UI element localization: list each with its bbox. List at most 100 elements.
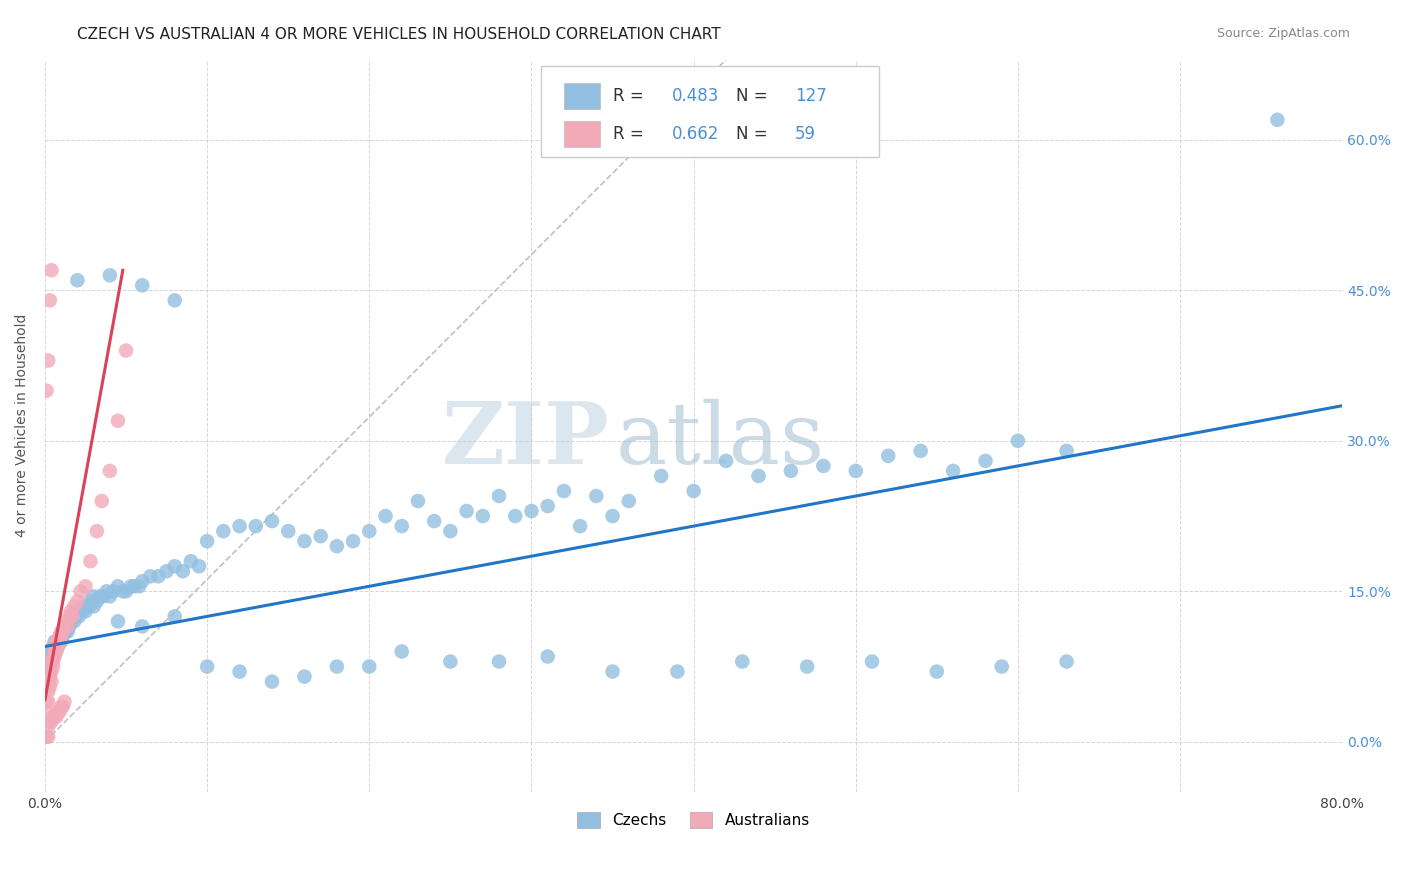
Point <box>96 584 118 599</box>
Point <box>163 609 186 624</box>
Point <box>41 665 63 679</box>
Point <box>66 594 89 608</box>
Point <box>83 599 105 614</box>
Point <box>98 590 121 604</box>
Point <box>107 414 129 428</box>
Point <box>180 554 202 568</box>
Point <box>188 559 211 574</box>
Point <box>51 699 73 714</box>
Point <box>38 293 60 308</box>
Point <box>69 584 91 599</box>
Point <box>53 624 76 639</box>
Point <box>83 590 105 604</box>
Point <box>537 499 560 513</box>
Point <box>682 483 704 498</box>
Point <box>294 670 316 684</box>
Point <box>65 609 87 624</box>
Point <box>52 630 75 644</box>
Point <box>42 655 65 669</box>
Point <box>45 640 67 654</box>
Point <box>79 594 101 608</box>
Point <box>439 524 461 538</box>
Point <box>128 579 150 593</box>
Point <box>38 714 60 729</box>
Point <box>62 609 84 624</box>
Point <box>42 649 65 664</box>
Point <box>45 644 67 658</box>
Point <box>35 730 58 744</box>
Point <box>488 489 510 503</box>
Point <box>131 574 153 589</box>
Point <box>63 615 86 629</box>
Point <box>41 655 63 669</box>
Point <box>46 634 69 648</box>
Point <box>503 509 526 524</box>
Text: N =: N = <box>737 87 773 104</box>
Point <box>342 534 364 549</box>
Point <box>48 634 70 648</box>
Point <box>41 674 63 689</box>
Point <box>51 630 73 644</box>
Point <box>37 730 59 744</box>
Point <box>115 584 138 599</box>
Point <box>107 579 129 593</box>
Point <box>58 619 80 633</box>
Point <box>714 454 737 468</box>
Point <box>67 609 90 624</box>
Point <box>41 649 63 664</box>
Point <box>602 509 624 524</box>
Point <box>309 529 332 543</box>
Point <box>359 524 381 538</box>
Text: R =: R = <box>613 125 650 143</box>
Point <box>62 609 84 624</box>
Point <box>35 695 58 709</box>
Point <box>37 695 59 709</box>
Point <box>42 659 65 673</box>
Point <box>111 584 134 599</box>
Point <box>56 619 79 633</box>
Point <box>55 624 77 639</box>
Point <box>45 634 67 648</box>
Point <box>326 659 349 673</box>
Point <box>101 584 124 599</box>
Point <box>1056 443 1078 458</box>
Point <box>359 659 381 673</box>
Point <box>520 504 543 518</box>
Point <box>471 509 494 524</box>
Point <box>44 634 66 648</box>
Point <box>107 615 129 629</box>
Point <box>41 714 63 729</box>
FancyBboxPatch shape <box>564 120 600 147</box>
Point <box>42 709 65 723</box>
Point <box>44 709 66 723</box>
Point <box>55 615 77 629</box>
Point <box>58 609 80 624</box>
Point <box>195 659 218 673</box>
Point <box>391 519 413 533</box>
Point <box>488 655 510 669</box>
Point <box>35 384 58 398</box>
Point <box>439 655 461 669</box>
Point <box>93 590 115 604</box>
Text: ZIP: ZIP <box>441 399 609 483</box>
Point <box>45 634 67 648</box>
Point <box>796 659 818 673</box>
Point <box>277 524 299 538</box>
Point <box>374 509 396 524</box>
Point <box>38 655 60 669</box>
Point <box>46 640 69 654</box>
Point <box>1007 434 1029 448</box>
Point <box>537 649 560 664</box>
Point <box>666 665 689 679</box>
Point <box>86 524 108 538</box>
Text: 0.483: 0.483 <box>672 87 718 104</box>
Text: CZECH VS AUSTRALIAN 4 OR MORE VEHICLES IN HOUSEHOLD CORRELATION CHART: CZECH VS AUSTRALIAN 4 OR MORE VEHICLES I… <box>77 27 721 42</box>
Point <box>89 590 111 604</box>
Point <box>52 624 75 639</box>
Point <box>48 634 70 648</box>
Point <box>650 469 672 483</box>
Point <box>46 634 69 648</box>
Point <box>228 519 250 533</box>
Point <box>260 514 283 528</box>
Point <box>42 644 65 658</box>
